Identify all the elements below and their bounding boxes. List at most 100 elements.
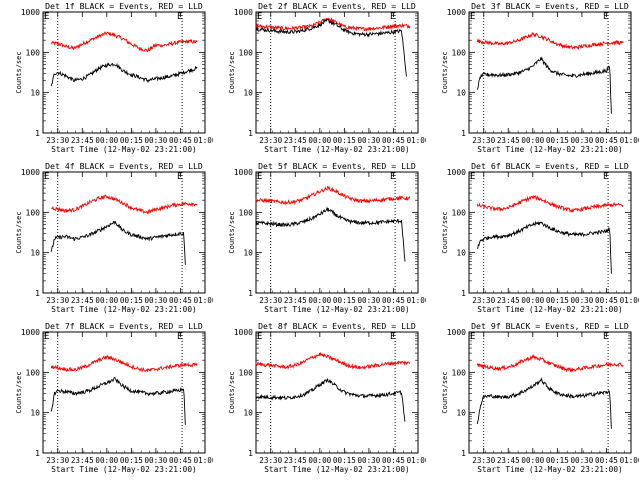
detector-chart: Det 5f BLACK = Events, RED = LLD 1 10 100 10… [228,161,430,314]
x-tick-label: 23:30 [259,456,282,465]
x-axis-label: Start Time (12-May-02 23:21:00) [51,145,197,154]
y-tick-label: 1000 [234,328,253,337]
x-tick-label: 00:45 [382,136,405,145]
x-tick-label: 01:00 [407,136,426,145]
plot-frame [468,171,632,294]
plot-frame [468,331,632,454]
event-marker-label: E [44,172,49,182]
y-tick-label: 1 [461,129,466,138]
lld-series-line [255,185,411,206]
x-tick-label: 00:30 [570,296,593,305]
chart-title: Det 7f BLACK = Events, RED = LLD [45,321,203,331]
events-series-line [255,206,406,262]
y-tick-label: 100 [239,208,254,217]
y-tick-label: 10 [456,89,466,98]
x-tick-label: 00:45 [169,136,192,145]
x-tick-label: 00:30 [570,456,593,465]
y-tick-label: 10 [243,89,253,98]
x-tick-label: 00:15 [333,136,356,145]
plot-frame [42,11,206,134]
chart-title: Det 5f BLACK = Events, RED = LLD [258,161,416,171]
detector-chart: Det 6f BLACK = Events, RED = LLD 1 10 100 10… [441,161,640,314]
event-marker-label: E [44,12,49,22]
event-marker-label: E [390,12,395,22]
detector-panel: Det 8f BLACK = Events, RED = LLD 1 10 100 10… [213,320,430,480]
detector-panel: Det 5f BLACK = Events, RED = LLD 1 10 100 10… [213,160,430,320]
detector-chart: Det 1f BLACK = Events, RED = LLD 1 10 100 10… [15,1,217,154]
x-tick-label: 01:00 [194,296,213,305]
chart-title: Det 2f BLACK = Events, RED = LLD [258,1,416,11]
event-marker-label: E [177,332,182,342]
detector-panel: Det 1f BLACK = Events, RED = LLD 1 10 100 10… [0,0,217,160]
lld-series-line [255,17,411,32]
x-tick-label: 01:00 [620,136,639,145]
x-tick-label: 23:30 [46,136,69,145]
chart-title: Det 1f BLACK = Events, RED = LLD [45,1,203,11]
x-tick-label: 00:30 [357,296,380,305]
x-tick-label: 23:30 [472,296,495,305]
x-tick-label: 00:45 [595,456,618,465]
events-series-line [476,377,612,429]
y-axis-label: Counts/sec [228,371,236,413]
y-tick-label: 1000 [447,168,466,177]
detector-chart: Det 4f BLACK = Events, RED = LLD 1 10 100 10… [15,161,217,314]
event-marker-label: E [257,332,262,342]
y-tick-label: 10 [456,249,466,258]
x-tick-label: 01:00 [407,296,426,305]
lld-series-line [255,351,411,371]
x-tick-label: 00:15 [120,456,143,465]
x-tick-label: 00:00 [95,296,118,305]
x-tick-label: 00:30 [144,296,167,305]
x-axis-label: Start Time (12-May-02 23:21:00) [51,465,197,474]
y-axis-label: Counts/sec [15,211,23,253]
x-axis-label: Start Time (12-May-02 23:21:00) [264,305,410,314]
y-tick-label: 100 [452,368,467,377]
x-tick-label: 00:15 [120,136,143,145]
x-tick-label: 23:45 [497,296,520,305]
plot-frame [255,171,419,294]
detector-panel: Det 3f BLACK = Events, RED = LLD 1 10 100 10… [426,0,640,160]
y-tick-label: 10 [243,249,253,258]
x-tick-label: 00:15 [546,296,569,305]
x-axis-label: Start Time (12-May-02 23:21:00) [51,305,197,314]
event-marker-label: E [177,172,182,182]
x-tick-label: 00:30 [357,136,380,145]
y-tick-label: 1 [248,449,253,458]
detector-panel: Det 4f BLACK = Events, RED = LLD 1 10 100 10… [0,160,217,320]
x-tick-label: 23:45 [71,456,94,465]
y-axis-label: Counts/sec [228,51,236,93]
y-tick-label: 100 [26,208,41,217]
chart-title: Det 3f BLACK = Events, RED = LLD [471,1,629,11]
x-axis-label: Start Time (12-May-02 23:21:00) [264,465,410,474]
x-tick-label: 00:15 [120,296,143,305]
event-marker-label: E [177,12,182,22]
y-tick-label: 1 [35,129,40,138]
detector-panel: Det 7f BLACK = Events, RED = LLD 1 10 100 10… [0,320,217,480]
y-axis-label: Counts/sec [441,211,449,253]
y-axis-label: Counts/sec [441,371,449,413]
y-tick-label: 1 [35,289,40,298]
plot-frame [255,11,419,134]
event-marker-label: E [470,12,475,22]
y-tick-label: 1 [35,449,40,458]
x-tick-label: 00:00 [95,136,118,145]
y-tick-label: 1000 [234,8,253,17]
y-axis-label: Counts/sec [441,51,449,93]
y-tick-label: 1000 [447,328,466,337]
plot-frame [42,171,206,294]
y-tick-label: 10 [30,89,40,98]
x-tick-label: 00:45 [382,296,405,305]
x-tick-label: 00:30 [144,456,167,465]
x-tick-label: 00:15 [546,456,569,465]
plot-frame [255,331,419,454]
event-marker-label: E [44,332,49,342]
y-tick-label: 1 [461,289,466,298]
detector-panel: Det 6f BLACK = Events, RED = LLD 1 10 100 10… [426,160,640,320]
chart-title: Det 9f BLACK = Events, RED = LLD [471,321,629,331]
y-axis-label: Counts/sec [15,371,23,413]
detector-chart: Det 9f BLACK = Events, RED = LLD 1 10 100 10… [441,321,640,474]
chart-title: Det 8f BLACK = Events, RED = LLD [258,321,416,331]
y-tick-label: 1 [248,289,253,298]
x-tick-label: 00:00 [95,456,118,465]
x-tick-label: 00:45 [595,296,618,305]
